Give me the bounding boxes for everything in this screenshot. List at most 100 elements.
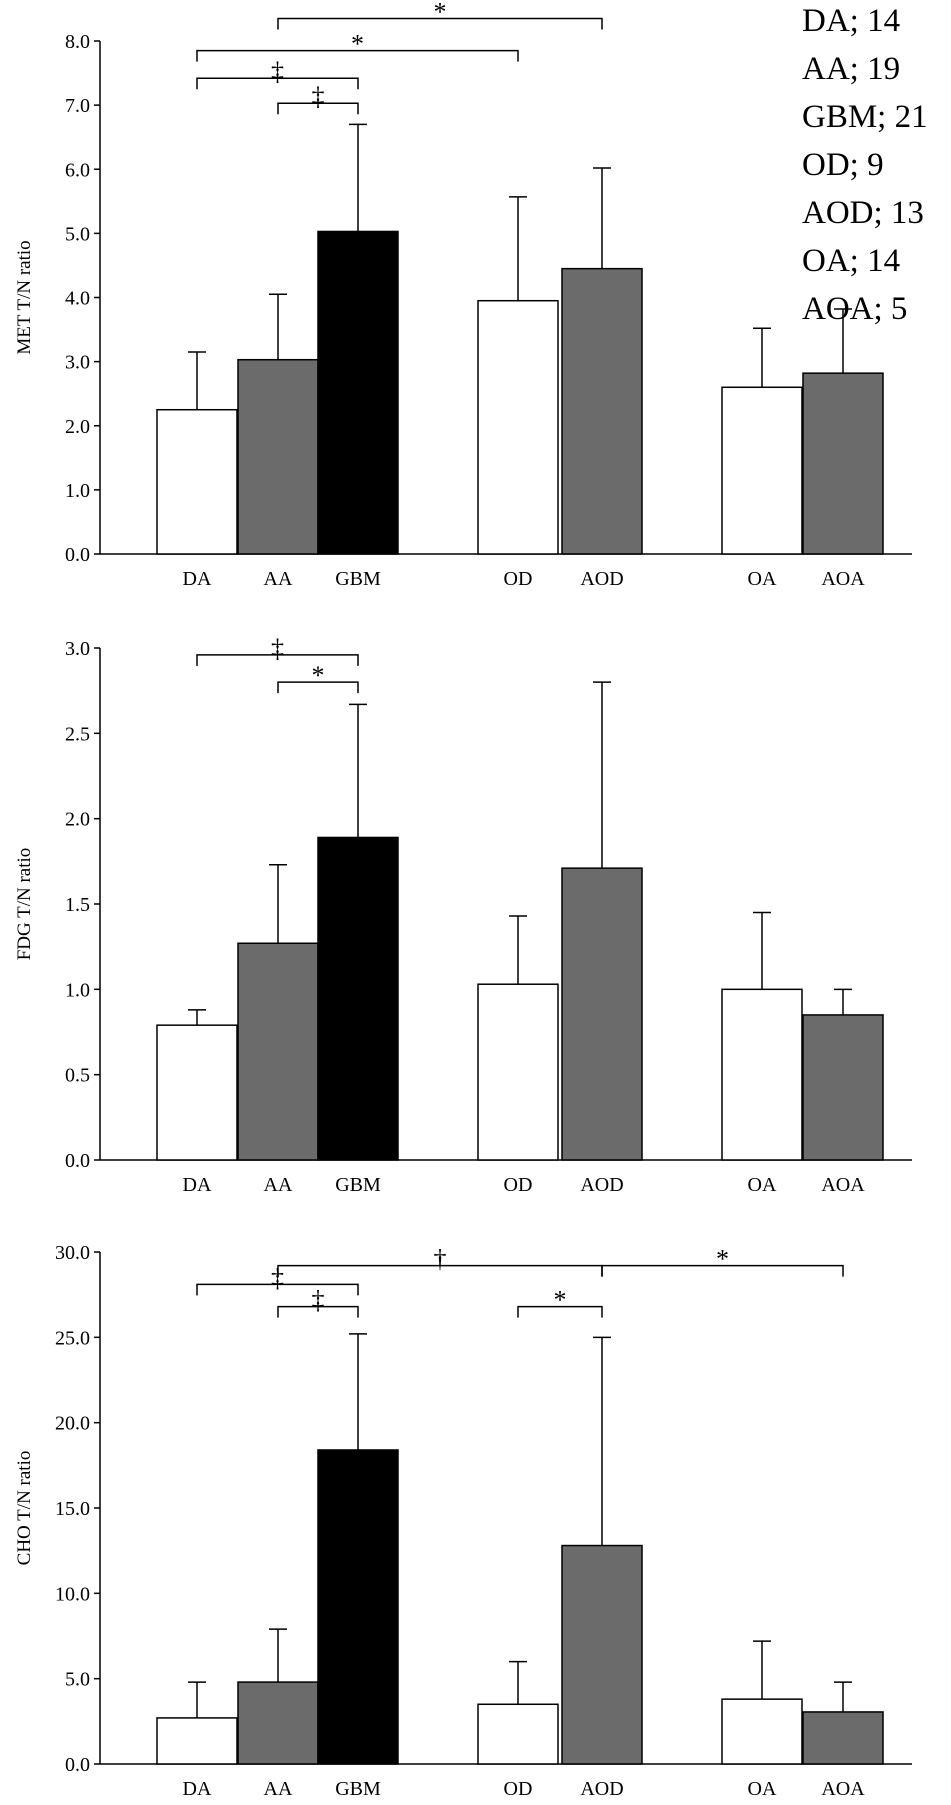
y-axis-title: FDG T/N ratio — [14, 848, 35, 961]
y-tick-label: 4.0 — [65, 288, 90, 310]
chart-panel-3: 0.0 5.0 10.0 15.0 20.0 25.0 30.0 CHO T/N ratio D… — [14, 1242, 912, 1800]
category-label-DA: DA — [183, 1174, 212, 1196]
bar-OA — [721, 386, 803, 555]
y-tick-label: 5.0 — [65, 1669, 90, 1691]
significance-bracket — [517, 1305, 603, 1318]
category-label-AA: AA — [264, 1174, 293, 1196]
significance-bracket — [196, 1283, 359, 1296]
significance-mark: ‡ — [312, 82, 325, 111]
legend-entry: AOA; 5 — [802, 291, 907, 327]
bar-OD — [477, 983, 559, 1161]
significance-mark: * — [716, 1245, 729, 1274]
chart-panel-2: 0.0 0.5 1.0 1.5 2.0 2.5 3.0 FDG T/N ratio DA AA GB… — [14, 634, 912, 1196]
y-tick-label: 15.0 — [55, 1498, 90, 1520]
y-tick-label: 3.0 — [65, 638, 90, 660]
y-axis-title: CHO T/N ratio — [14, 1451, 35, 1566]
category-label-AA: AA — [264, 1778, 293, 1800]
y-tick-label: 7.0 — [65, 95, 90, 117]
bar-AOD — [561, 267, 643, 555]
y-tick-label: 2.5 — [65, 723, 90, 745]
category-label-AOA: AOA — [821, 1778, 865, 1800]
significance-mark: * — [434, 0, 447, 27]
legend-entry: DA; 14 — [802, 3, 900, 39]
bar-OA — [721, 1698, 803, 1765]
category-label-DA: DA — [183, 568, 212, 590]
chart-panel-1: 0.0 1.0 2.0 3.0 4.0 5.0 6.0 7.0 8.0 MET T/N ratio… — [14, 0, 912, 590]
legend: DA; 14 AA; 19 GBM; 21 OD; 9 AOD; 13 OA; 14 AOA… — [802, 3, 928, 327]
bar-AOA — [802, 1711, 884, 1765]
category-label-AOD: AOD — [580, 568, 623, 590]
significance-mark: ‡ — [312, 1286, 325, 1315]
significance-bracket — [277, 17, 603, 30]
bar-OD — [477, 299, 559, 555]
category-label-GBM: GBM — [335, 1778, 381, 1800]
legend-entry: OD; 9 — [802, 147, 884, 183]
bar-GBM — [317, 1449, 399, 1765]
y-tick-label: 0.5 — [65, 1065, 90, 1087]
bar-DA — [156, 1717, 238, 1765]
significance-bracket — [277, 681, 359, 694]
legend-entry: OA; 14 — [802, 243, 900, 279]
significance-bracket — [277, 1305, 359, 1318]
category-label-AOA: AOA — [821, 568, 865, 590]
bar-AA — [237, 358, 319, 555]
y-tick-label: 10.0 — [55, 1583, 90, 1605]
category-label-AOA: AOA — [821, 1174, 865, 1196]
bar-AA — [237, 942, 319, 1161]
y-tick-label: 0.0 — [65, 1150, 90, 1172]
y-tick-label: 3.0 — [65, 352, 90, 374]
y-tick-label: 1.5 — [65, 894, 90, 916]
y-tick-label: 20.0 — [55, 1413, 90, 1435]
significance-bracket — [196, 77, 359, 90]
category-label-OD: OD — [504, 1778, 533, 1800]
category-label-OD: OD — [504, 568, 533, 590]
significance-mark: ‡ — [271, 57, 284, 86]
bar-OA — [721, 988, 803, 1161]
y-tick-label: 25.0 — [55, 1327, 90, 1349]
y-tick-label: 1.0 — [65, 480, 90, 502]
significance-mark: * — [554, 1286, 567, 1315]
bar-GBM — [317, 836, 399, 1161]
category-label-DA: DA — [183, 1778, 212, 1800]
significance-bracket — [277, 102, 359, 115]
significance-mark: ‡ — [271, 1263, 284, 1292]
significance-bracket — [196, 654, 359, 666]
bar-AOD — [561, 1544, 643, 1765]
y-tick-label: 2.0 — [65, 809, 90, 831]
y-tick-label: 1.0 — [65, 979, 90, 1001]
category-label-AOD: AOD — [580, 1174, 623, 1196]
bar-OD — [477, 1703, 559, 1765]
category-label-OA: OA — [748, 568, 777, 590]
category-label-AA: AA — [264, 568, 293, 590]
significance-mark: * — [351, 30, 364, 59]
y-tick-label: 6.0 — [65, 159, 90, 181]
bar-AOD — [561, 867, 643, 1161]
bar-DA — [156, 408, 238, 555]
category-label-GBM: GBM — [335, 568, 381, 590]
bar-AOA — [802, 1014, 884, 1161]
significance-bracket — [601, 1264, 844, 1277]
legend-entry: AA; 19 — [802, 51, 900, 87]
y-tick-label: 30.0 — [55, 1242, 90, 1264]
significance-mark: * — [312, 661, 325, 690]
y-tick-label: 8.0 — [65, 31, 90, 53]
bar-AA — [237, 1681, 319, 1765]
category-label-GBM: GBM — [335, 1174, 381, 1196]
category-label-AOD: AOD — [580, 1778, 623, 1800]
significance-bracket — [196, 49, 519, 62]
significance-mark: † — [434, 1245, 447, 1274]
y-axis-title: MET T/N ratio — [14, 240, 35, 354]
bar-DA — [156, 1024, 238, 1161]
category-label-OD: OD — [504, 1174, 533, 1196]
y-tick-label: 5.0 — [65, 223, 90, 245]
y-tick-label: 2.0 — [65, 416, 90, 438]
bar-AOA — [802, 372, 884, 555]
significance-mark: ‡ — [271, 634, 284, 663]
legend-entry: AOD; 13 — [802, 195, 924, 231]
bar-GBM — [317, 230, 399, 555]
category-label-OA: OA — [748, 1778, 777, 1800]
legend-entry: GBM; 21 — [802, 99, 928, 135]
y-tick-label: 0.0 — [65, 1754, 90, 1776]
